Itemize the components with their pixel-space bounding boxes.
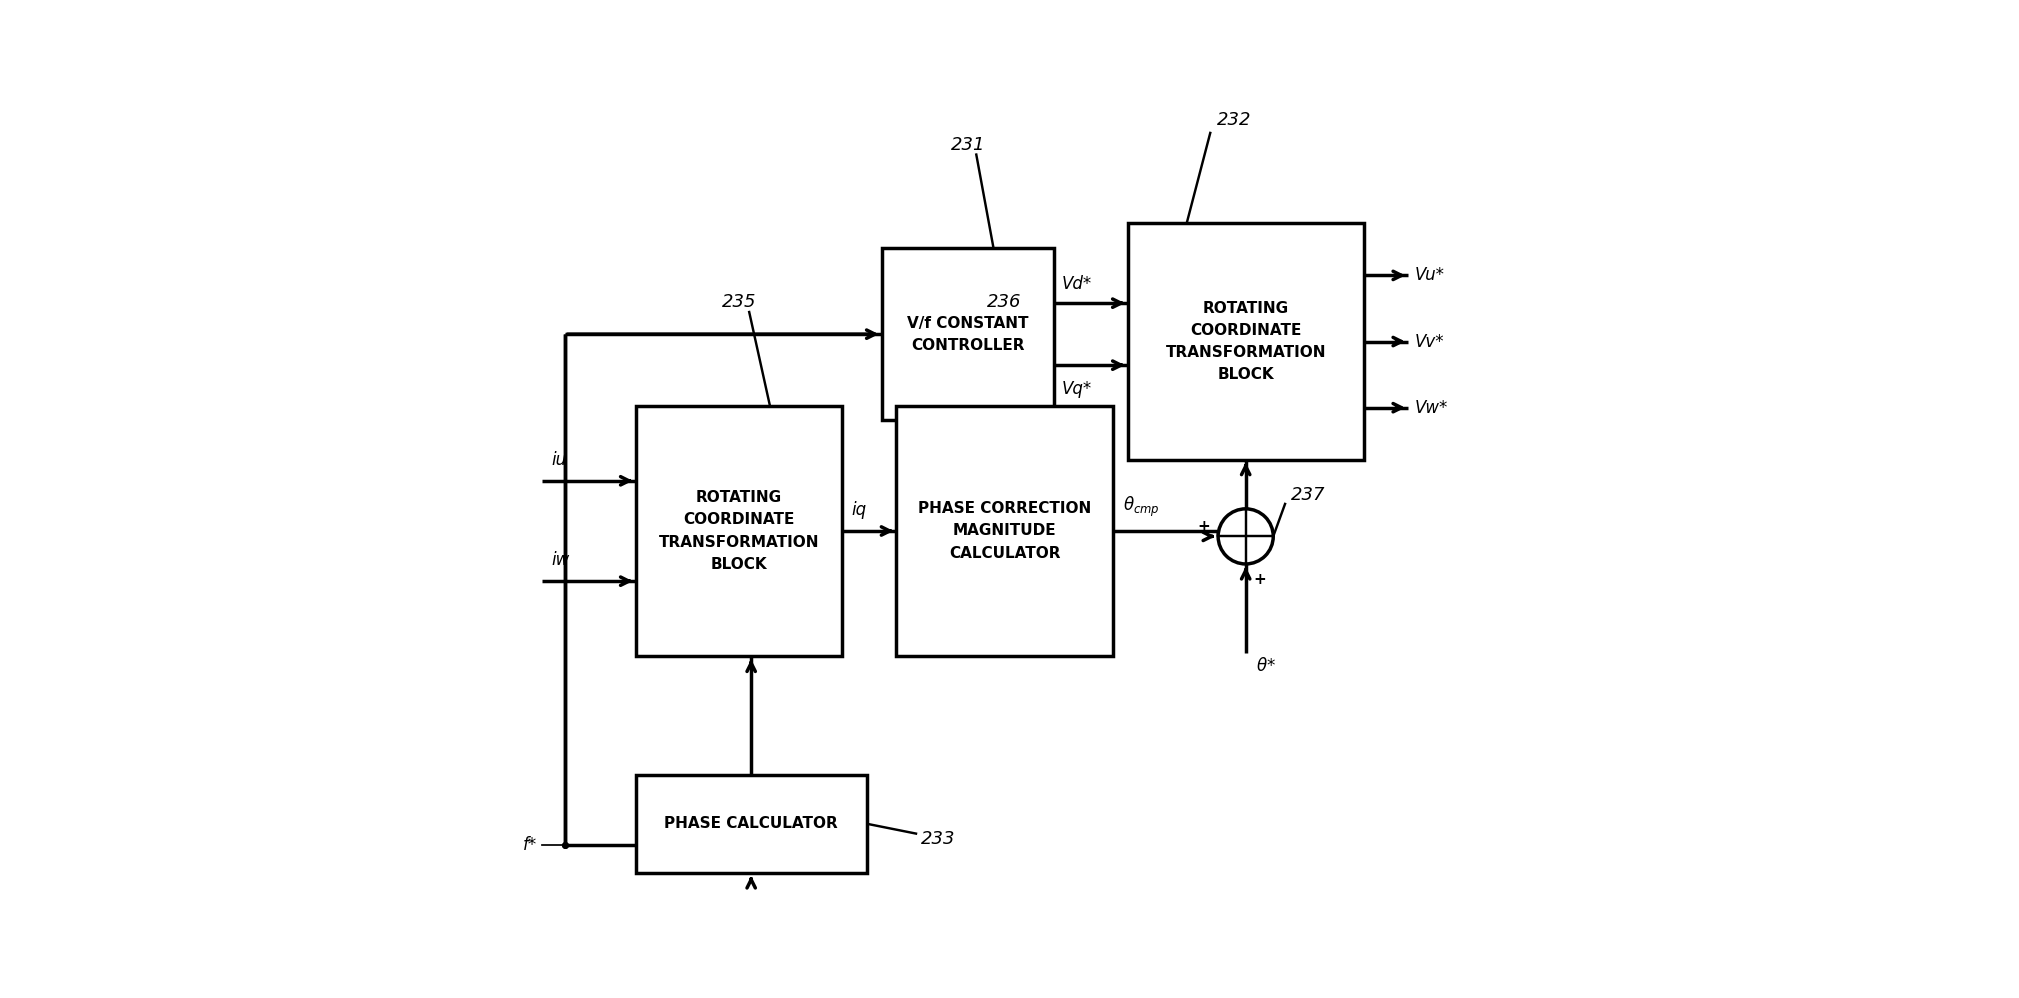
Bar: [636, 405, 842, 657]
Text: 237: 237: [1290, 486, 1324, 504]
Text: 235: 235: [721, 293, 757, 311]
Text: 236: 236: [987, 293, 1022, 311]
Text: iw: iw: [551, 551, 569, 570]
Text: PHASE CORRECTION
MAGNITUDE
CALCULATOR: PHASE CORRECTION MAGNITUDE CALCULATOR: [919, 501, 1090, 561]
Text: iq: iq: [852, 501, 866, 519]
Text: V/f CONSTANT
CONTROLLER: V/f CONSTANT CONTROLLER: [907, 315, 1028, 352]
Text: Vq*: Vq*: [1062, 380, 1092, 398]
Text: Vw*: Vw*: [1415, 398, 1448, 417]
Text: +: +: [1254, 572, 1266, 587]
Text: ROTATING
COORDINATE
TRANSFORMATION
BLOCK: ROTATING COORDINATE TRANSFORMATION BLOCK: [1165, 300, 1326, 382]
Bar: [1127, 224, 1363, 460]
Text: f*: f*: [523, 836, 537, 854]
Bar: [882, 249, 1054, 420]
Text: Vd*: Vd*: [1062, 275, 1092, 293]
Text: $\theta$*: $\theta$*: [1256, 658, 1276, 676]
Text: 231: 231: [951, 136, 985, 154]
Text: Vu*: Vu*: [1415, 266, 1446, 284]
Text: iu: iu: [551, 451, 567, 469]
Text: PHASE CALCULATOR: PHASE CALCULATOR: [664, 816, 838, 831]
Text: 233: 233: [921, 829, 955, 847]
Text: +: +: [1197, 519, 1209, 534]
Text: ROTATING
COORDINATE
TRANSFORMATION
BLOCK: ROTATING COORDINATE TRANSFORMATION BLOCK: [658, 490, 820, 572]
Text: Vv*: Vv*: [1415, 332, 1444, 350]
Bar: [896, 405, 1112, 657]
Text: 232: 232: [1217, 111, 1252, 129]
Text: $\theta_{cmp}$: $\theta_{cmp}$: [1123, 495, 1159, 519]
Circle shape: [1217, 509, 1274, 564]
Bar: [636, 774, 866, 873]
